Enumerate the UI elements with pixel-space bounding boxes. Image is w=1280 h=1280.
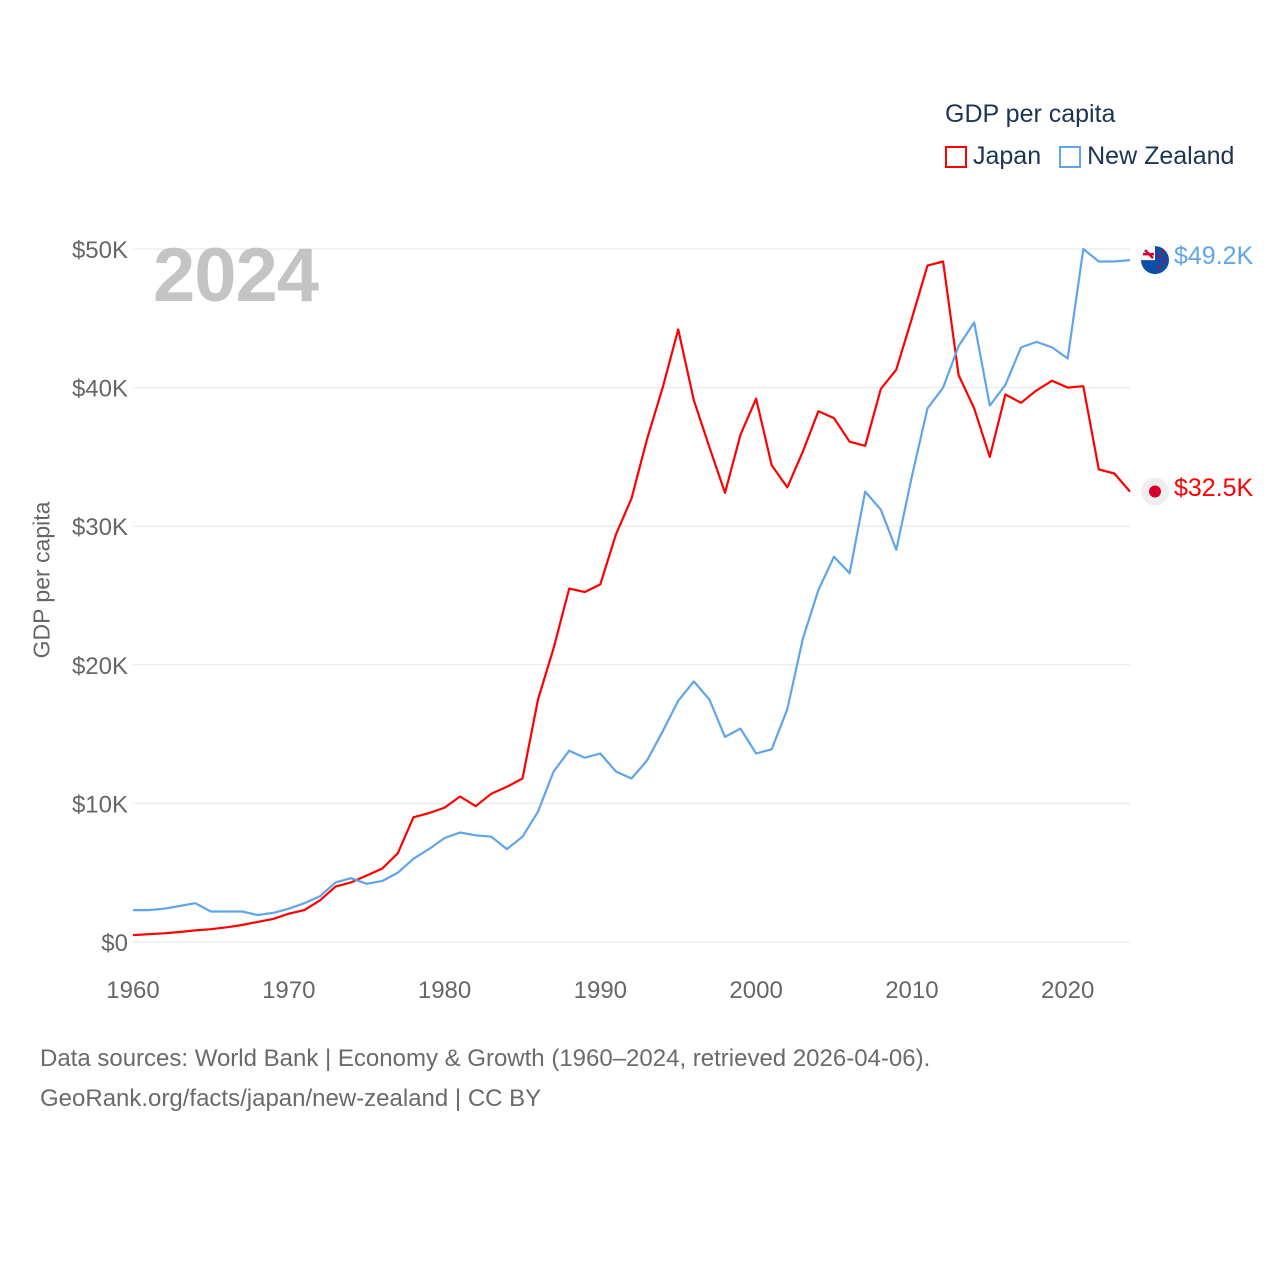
x-tick-label: 1980: [418, 977, 471, 1004]
footer-link[interactable]: GeoRank.org/facts/japan/new-zealand | CC…: [40, 1085, 542, 1112]
y-tick-label: $10K: [72, 791, 128, 818]
y-tick-label: $50K: [72, 237, 128, 264]
new-zealand-flag-star: [1157, 265, 1161, 269]
new-zealand-flag-star: [1158, 254, 1162, 258]
legend-label-japan: Japan: [973, 142, 1042, 170]
series-line-japan: [132, 260, 1131, 937]
legend-swatch-new-zealand: [1059, 145, 1082, 168]
year-label: 2024: [153, 233, 319, 318]
x-tick-label: 2000: [729, 977, 782, 1004]
new-zealand-flag-cross: [1143, 249, 1154, 259]
new-zealand-flag-star: [1162, 259, 1166, 263]
x-tick-label: 2010: [885, 977, 938, 1004]
new-zealand-flag-star: [1161, 249, 1165, 253]
end-label-new-zealand: $49.2K: [1174, 242, 1254, 270]
y-tick-label: $20K: [72, 653, 128, 680]
y-tick-label: $30K: [72, 514, 128, 541]
legend-title: GDP per capita: [945, 100, 1116, 128]
legend: Japan New Zealand: [945, 142, 1252, 171]
legend-item-japan[interactable]: Japan: [945, 142, 1041, 171]
japan-flag-sun: [1149, 485, 1161, 498]
y-tick-label: $0: [101, 930, 128, 957]
legend-swatch-japan: [945, 145, 967, 168]
legend-item-new-zealand[interactable]: New Zealand: [1059, 142, 1234, 171]
y-axis-title: GDP per capita: [28, 501, 55, 659]
footer-sources: Data sources: World Bank | Economy & Gro…: [40, 1045, 931, 1072]
end-label-japan: $32.5K: [1174, 474, 1254, 502]
legend-label-new-zealand: New Zealand: [1087, 142, 1235, 170]
series-line-new-zealand: [133, 247, 1131, 917]
x-tick-label: 1960: [106, 977, 159, 1004]
y-tick-label: $40K: [72, 376, 128, 403]
x-tick-label: 2020: [1041, 977, 1094, 1004]
x-tick-label: 1990: [574, 977, 627, 1004]
x-tick-label: 1970: [262, 977, 315, 1004]
